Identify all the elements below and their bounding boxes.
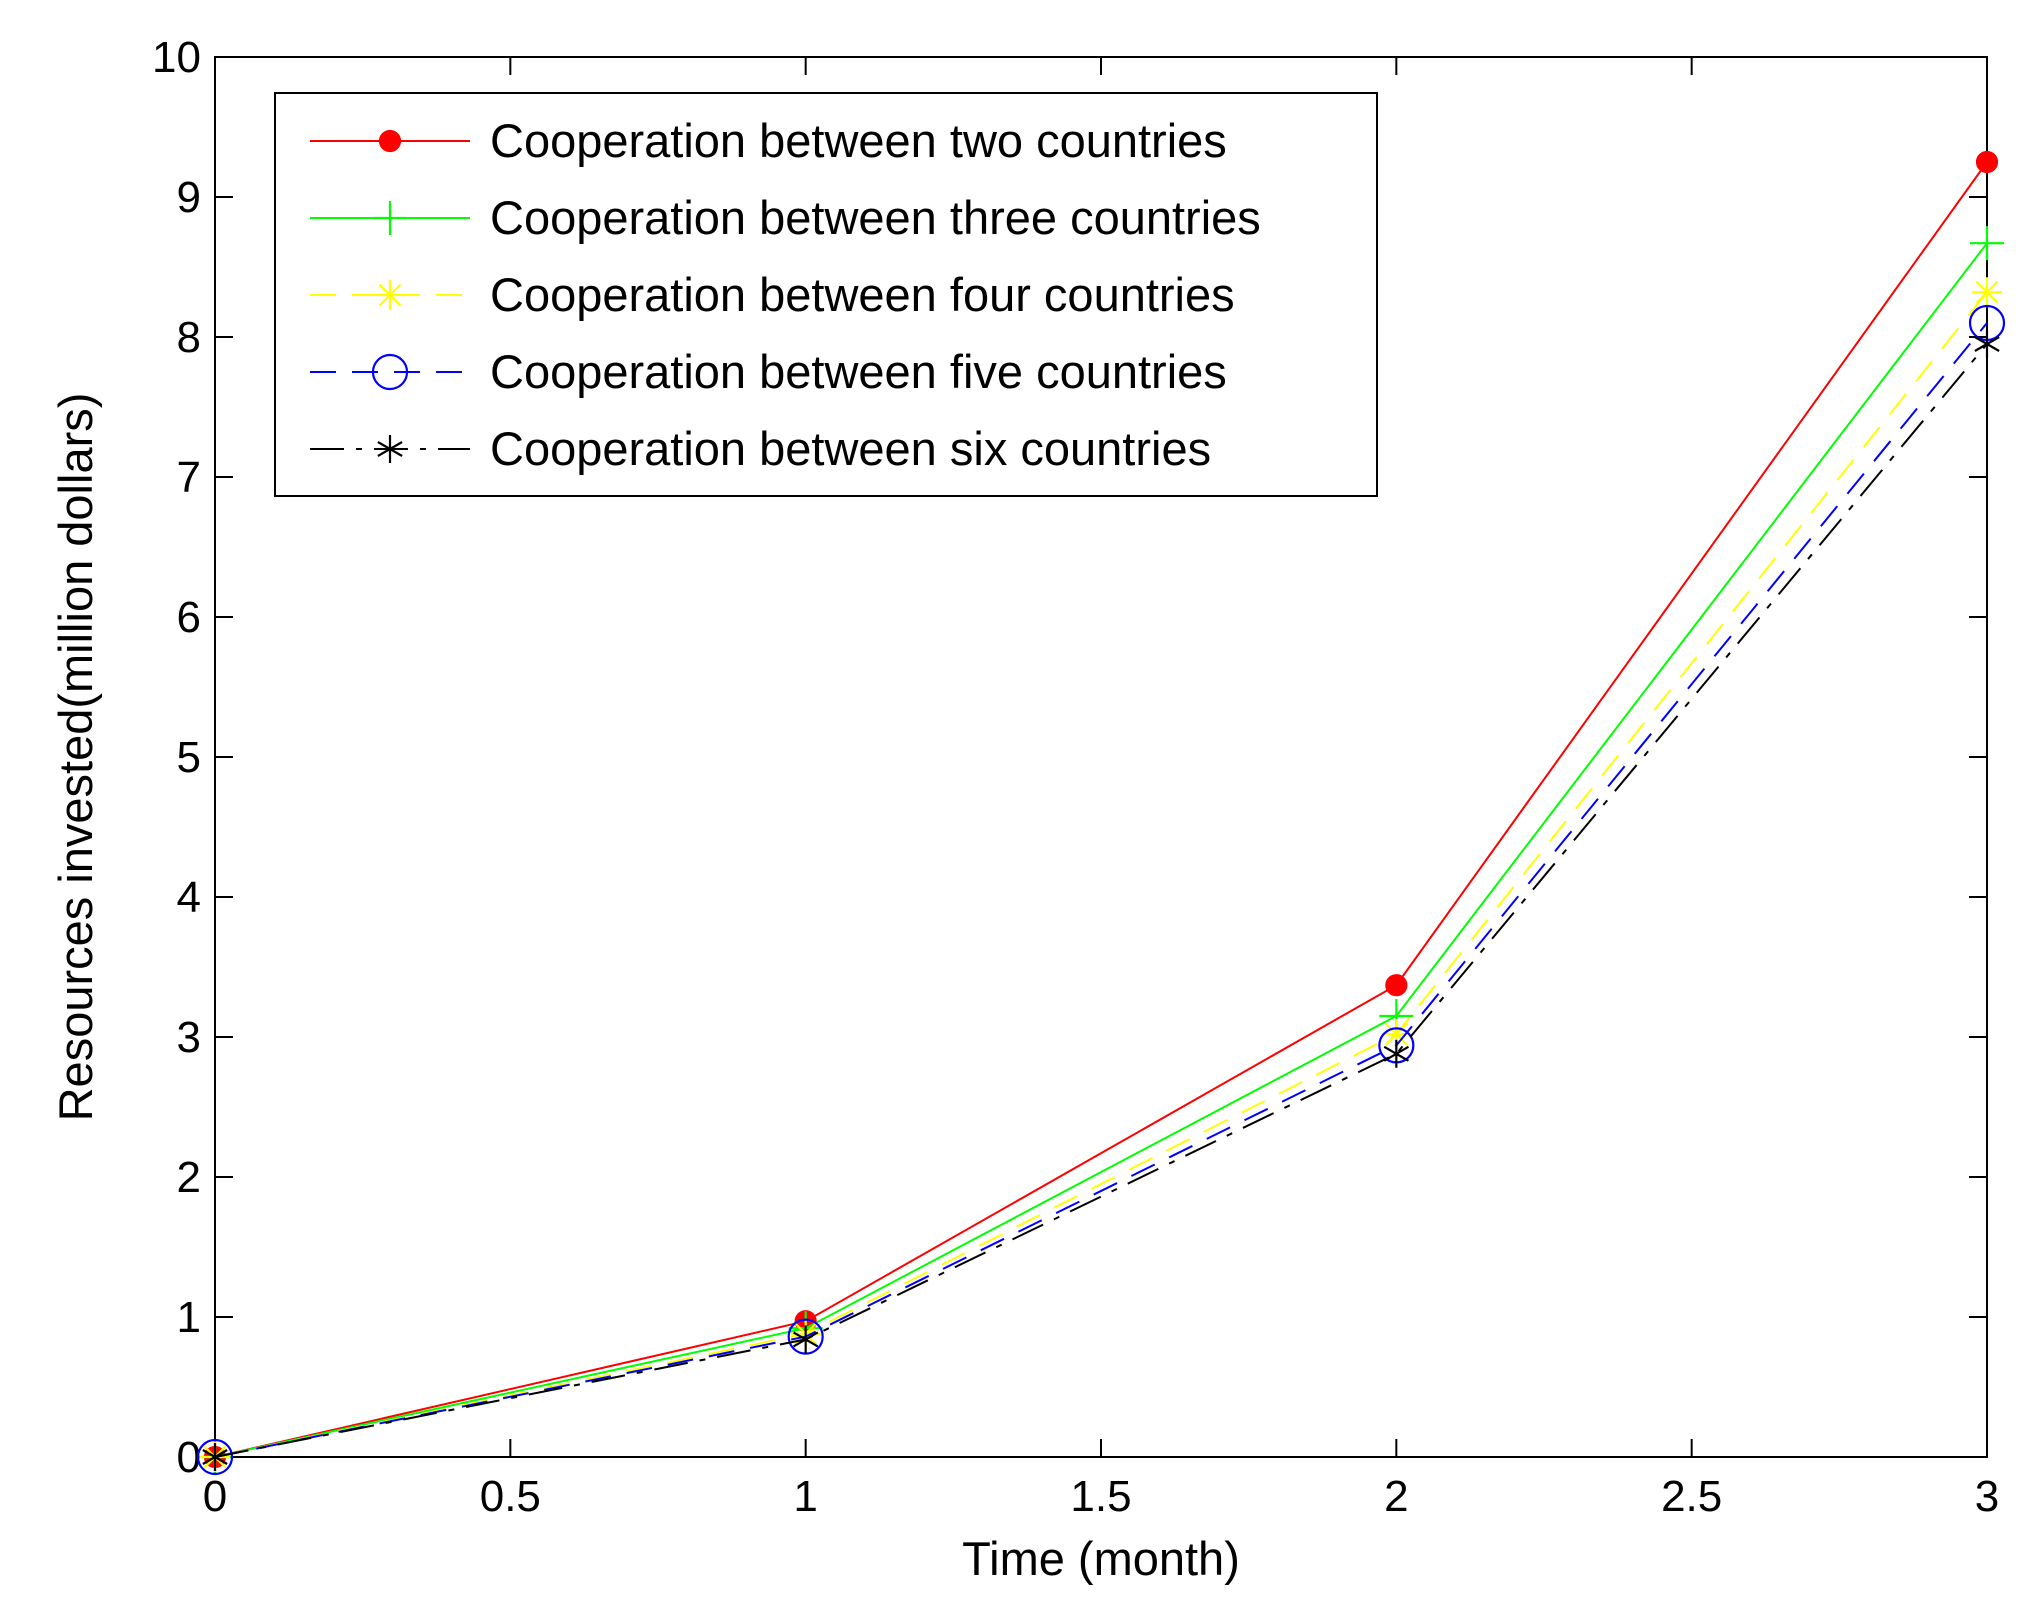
x-tick-label: 3 [1975, 1472, 1999, 1521]
series-line-1 [214, 161, 1988, 1458]
legend-marker-sample [373, 201, 407, 235]
y-tick-label: 9 [177, 173, 201, 222]
series-3-point [1972, 277, 2002, 308]
legend-entry-label: Cooperation between two countries [490, 114, 1227, 167]
series-line-2 [214, 242, 1988, 1458]
x-tick-label: 1.5 [1070, 1472, 1131, 1521]
legend-entry-label: Cooperation between five countries [490, 345, 1227, 398]
series-5-point [1383, 1039, 1410, 1068]
x-tick-label: 2.5 [1661, 1472, 1722, 1521]
y-tick-label: 10 [152, 33, 201, 82]
legend-marker-sample [371, 353, 409, 391]
legend-entry-label: Cooperation between three countries [490, 191, 1261, 244]
y-tick-label: 2 [177, 1153, 201, 1202]
series-3-point [1381, 1019, 1412, 1050]
series-5-point [1974, 330, 2000, 358]
legend-marker-sample [378, 129, 402, 153]
x-axis-label: Time (month) [962, 1532, 1240, 1585]
y-tick-label: 7 [177, 453, 201, 502]
legend-entry-label: Cooperation between six countries [490, 422, 1211, 475]
series-line-3 [214, 291, 1988, 1458]
series-5-point [792, 1325, 819, 1354]
x-tick-label: 0.5 [480, 1472, 541, 1521]
y-tick-label: 8 [177, 313, 201, 362]
series-5-point [202, 1443, 228, 1471]
legend-entry-label: Cooperation between four countries [490, 268, 1235, 321]
legend: Cooperation between two countries Coopera… [274, 92, 1378, 497]
series-4-point [196, 1438, 234, 1476]
series-line-4 [214, 322, 1988, 1458]
y-tick-label: 4 [177, 873, 201, 922]
legend-marker-sample [375, 280, 405, 310]
series-group [196, 150, 2006, 1476]
y-tick-label: 6 [177, 593, 201, 642]
series-1-point [1385, 974, 1408, 997]
y-tick-label: 3 [177, 1013, 201, 1062]
legend-marker-sample [377, 435, 403, 463]
y-tick-label: 5 [177, 733, 201, 782]
series-2-point [1970, 226, 2004, 261]
y-tick-label: 1 [177, 1293, 201, 1342]
x-tick-label: 2 [1384, 1472, 1408, 1521]
series-1-point [1975, 150, 1999, 174]
x-tick-label: 1 [793, 1472, 817, 1521]
series-4-point [787, 1318, 824, 1355]
y-axis-label: Resources invested(million dollars) [49, 393, 102, 1122]
x-tick-label: 0 [203, 1472, 227, 1521]
